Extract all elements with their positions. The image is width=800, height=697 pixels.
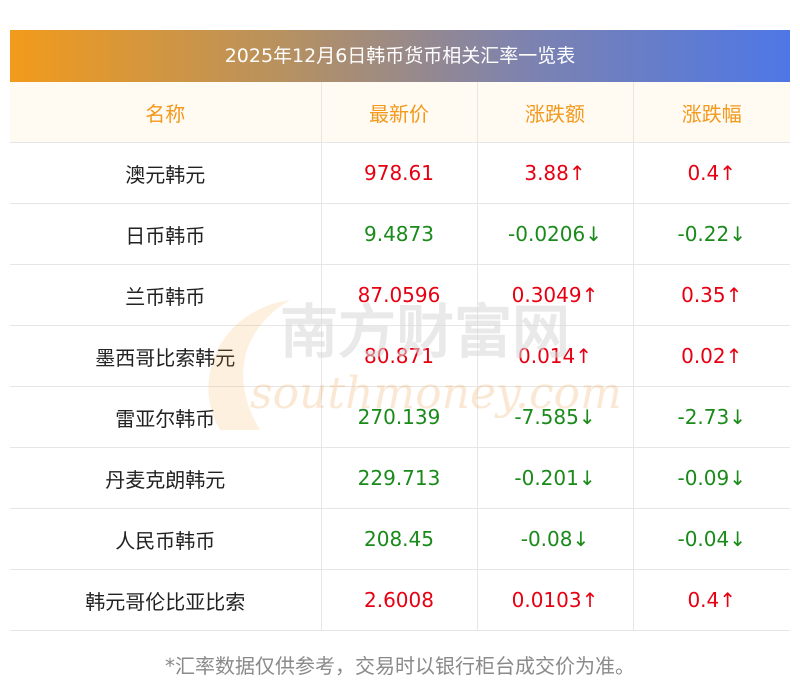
change-amount: 0.014↑: [477, 325, 634, 387]
change-amount: 3.88↑: [477, 142, 634, 204]
currency-pair-name: 雷亚尔韩币: [10, 386, 322, 448]
table-row: 兰币韩币 87.0596 0.3049↑ 0.35↑: [10, 264, 790, 326]
change-percent: 0.35↑: [633, 264, 790, 326]
table-row: 韩元哥伦比亚比索 2.6008 0.0103↑ 0.4↑: [10, 569, 790, 631]
change-amount: -0.201↓: [477, 447, 634, 509]
change-amount: -0.08↓: [477, 508, 634, 570]
currency-pair-name: 日币韩币: [10, 203, 322, 265]
currency-pair-name: 丹麦克朗韩元: [10, 447, 322, 509]
currency-pair-name: 澳元韩元: [10, 142, 322, 204]
change-percent: -0.04↓: [633, 508, 790, 570]
header-row: 名称 最新价 涨跌额 涨跌幅: [10, 82, 790, 143]
column-header-price: 最新价: [321, 82, 478, 143]
latest-price: 87.0596: [321, 264, 478, 326]
column-header-pct: 涨跌幅: [633, 82, 790, 143]
currency-pair-name: 墨西哥比索韩元: [10, 325, 322, 387]
change-amount: 0.0103↑: [477, 569, 634, 631]
table-row: 丹麦克朗韩元 229.713 -0.201↓ -0.09↓: [10, 447, 790, 509]
table-row: 墨西哥比索韩元 80.871 0.014↑ 0.02↑: [10, 325, 790, 387]
change-amount: 0.3049↑: [477, 264, 634, 326]
change-amount: -0.0206↓: [477, 203, 634, 265]
table-row: 日币韩币 9.4873 -0.0206↓ -0.22↓: [10, 203, 790, 265]
latest-price: 208.45: [321, 508, 478, 570]
change-percent: 0.4↑: [633, 569, 790, 631]
latest-price: 80.871: [321, 325, 478, 387]
latest-price: 978.61: [321, 142, 478, 204]
currency-pair-name: 兰币韩币: [10, 264, 322, 326]
latest-price: 2.6008: [321, 569, 478, 631]
currency-pair-name: 人民币韩币: [10, 508, 322, 570]
column-header-change: 涨跌额: [477, 82, 634, 143]
rate-table-card: 2025年12月6日韩币货币相关汇率一览表 名称 最新价 涨跌额 涨跌幅 澳元韩…: [10, 30, 790, 631]
latest-price: 9.4873: [321, 203, 478, 265]
change-percent: -0.09↓: [633, 447, 790, 509]
change-percent: -0.22↓: [633, 203, 790, 265]
table-title: 2025年12月6日韩币货币相关汇率一览表: [10, 30, 790, 82]
latest-price: 229.713: [321, 447, 478, 509]
table-row: 澳元韩元 978.61 3.88↑ 0.4↑: [10, 142, 790, 204]
table-row: 人民币韩币 208.45 -0.08↓ -0.04↓: [10, 508, 790, 570]
change-percent: 0.02↑: [633, 325, 790, 387]
change-percent: 0.4↑: [633, 142, 790, 204]
column-header-name: 名称: [10, 82, 322, 143]
rate-table: 名称 最新价 涨跌额 涨跌幅 澳元韩元 978.61 3.88↑ 0.4↑ 日币韩币 9.…: [10, 82, 790, 631]
change-amount: -7.585↓: [477, 386, 634, 448]
footnote: *汇率数据仅供参考，交易时以银行柜台成交价为准。: [165, 654, 635, 678]
change-percent: -2.73↓: [633, 386, 790, 448]
table-row: 雷亚尔韩币 270.139 -7.585↓ -2.73↓: [10, 386, 790, 448]
currency-pair-name: 韩元哥伦比亚比索: [10, 569, 322, 631]
latest-price: 270.139: [321, 386, 478, 448]
